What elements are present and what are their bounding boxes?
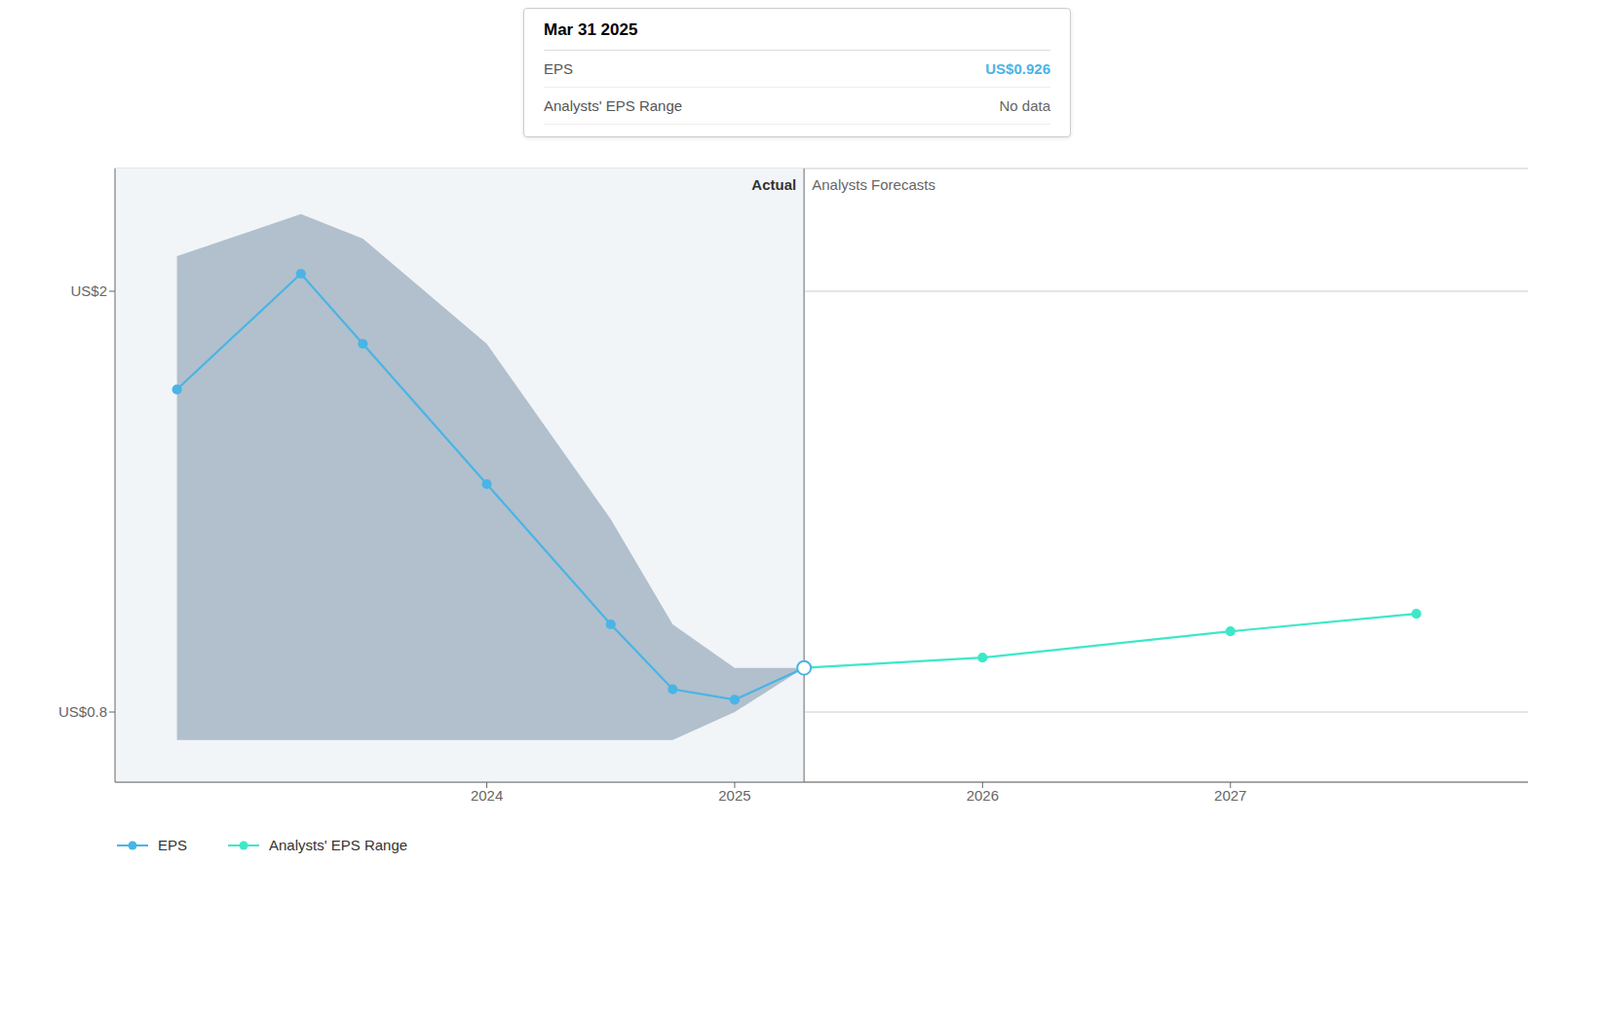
svg-text:US$0.8: US$0.8 bbox=[58, 703, 108, 721]
svg-text:Actual: Actual bbox=[751, 176, 797, 193]
svg-text:2024: 2024 bbox=[470, 787, 503, 804]
svg-text:2025: 2025 bbox=[718, 787, 751, 804]
html-text:Analysts' EPS Range: Analysts' EPS Range bbox=[268, 837, 408, 854]
html-text:EPS: EPS bbox=[157, 837, 188, 854]
html-text:No data: No data bbox=[999, 97, 1051, 115]
svg-text:2027: 2027 bbox=[1214, 787, 1247, 804]
html-text:Analysts' EPS Range: Analysts' EPS Range bbox=[543, 97, 683, 115]
svg-text:US$2: US$2 bbox=[70, 282, 108, 300]
svg-text:2026: 2026 bbox=[966, 787, 999, 804]
html-text:Mar 31 2025: Mar 31 2025 bbox=[543, 20, 638, 39]
html-text:EPS: EPS bbox=[543, 60, 573, 77]
html-text:US$0.926: US$0.926 bbox=[985, 60, 1051, 77]
svg-text:Analysts Forecasts: Analysts Forecasts bbox=[811, 176, 936, 193]
